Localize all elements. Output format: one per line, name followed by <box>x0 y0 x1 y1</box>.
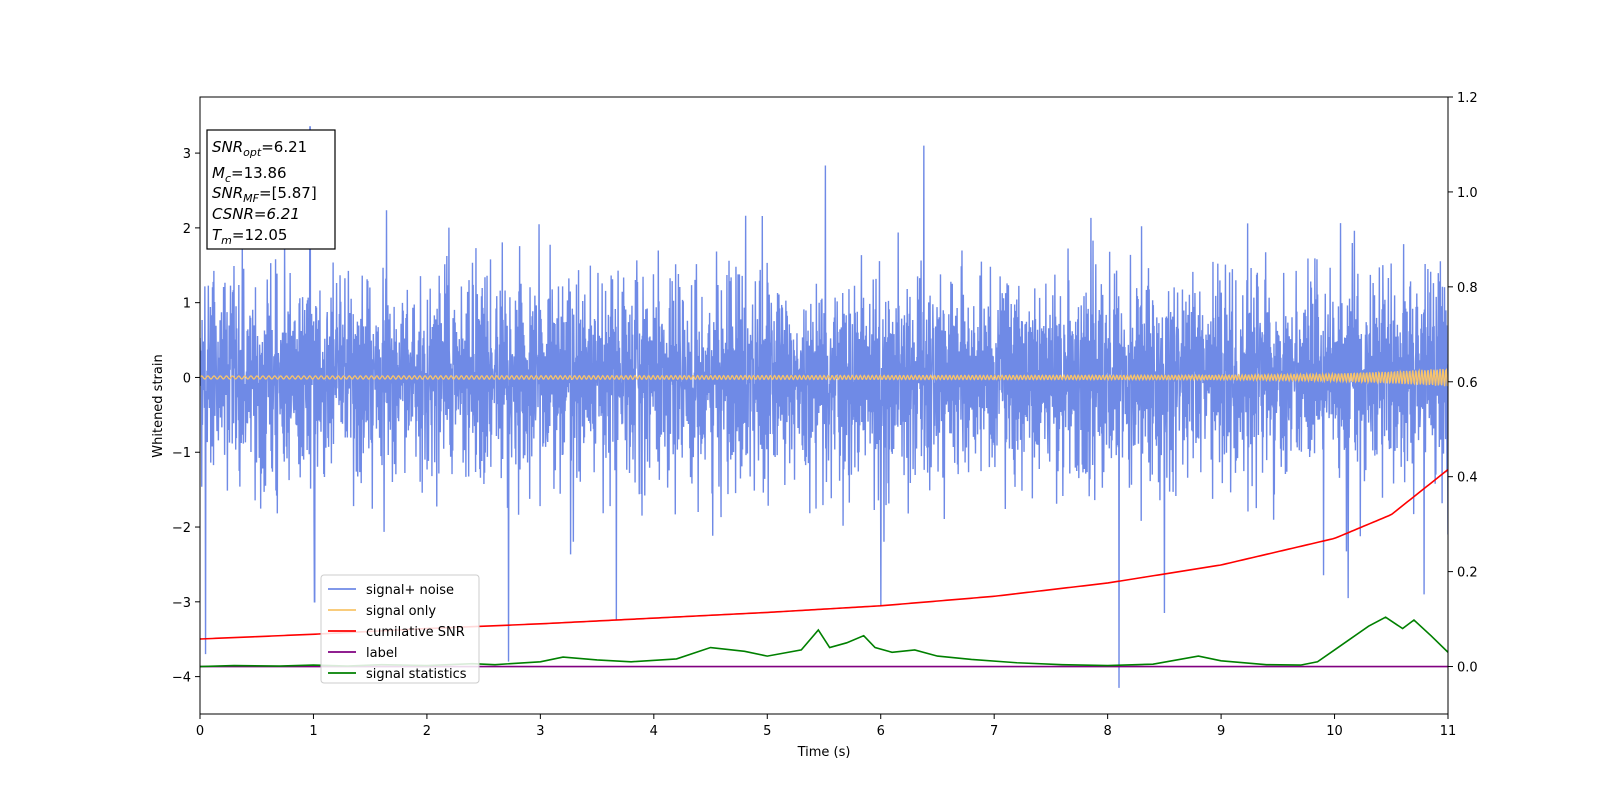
snr-opt-value: =6.21 <box>261 138 307 156</box>
series-signal-plus-noise <box>200 126 1448 688</box>
svg-text:SNRopt=6.21: SNRopt=6.21 <box>212 138 307 159</box>
legend: signal+ noise signal only cumilative SNR la… <box>320 574 480 684</box>
signal-only-line <box>200 368 1448 387</box>
x-tick-label: 0 <box>196 724 204 739</box>
y-axis-ticks: −4 −3 −2 −1 0 1 2 3 <box>172 147 200 686</box>
x-tick-label: 6 <box>877 724 885 739</box>
plot-frame <box>199 96 1449 715</box>
x-axis-ticks: 0 1 2 3 4 5 6 7 8 9 10 11 <box>196 714 1456 739</box>
y-tick-label: 1 <box>183 297 191 312</box>
x-tick-label: 5 <box>763 724 771 739</box>
x-tick-label: 3 <box>536 724 544 739</box>
x-tick-label: 2 <box>423 724 431 739</box>
y-tick-label: −1 <box>172 446 191 461</box>
stats-annotation-box: SNRopt=6.21 Mc=13.86 SNRMF=[5.87] CSNR=6… <box>206 129 336 250</box>
y-tick-label: −3 <box>172 596 191 611</box>
csnr-value: CSNR=6.21 <box>212 205 300 223</box>
legend-label: cumilative SNR <box>366 625 465 640</box>
y2-tick-label: 0.2 <box>1457 566 1478 581</box>
x-tick-label: 11 <box>1440 724 1457 739</box>
snr-mf-value: =[5.87] <box>259 184 317 202</box>
svg-text:Mc=13.86: Mc=13.86 <box>212 164 287 185</box>
svg-text:SNRMF=[5.87]: SNRMF=[5.87] <box>212 184 317 205</box>
y2-tick-label: 0.4 <box>1457 471 1478 486</box>
y-tick-label: −2 <box>172 521 191 536</box>
right-y-axis-ticks: 0.0 0.2 0.4 0.6 0.8 1.0 1.2 <box>1448 91 1478 676</box>
y2-tick-label: 1.2 <box>1457 91 1478 106</box>
x-tick-label: 4 <box>650 724 658 739</box>
x-tick-label: 1 <box>309 724 317 739</box>
y2-tick-label: 0.0 <box>1457 661 1478 676</box>
y-tick-label: −4 <box>172 671 191 686</box>
x-tick-label: 10 <box>1326 724 1343 739</box>
y-axis-label: Whitened strain <box>151 354 166 457</box>
x-tick-label: 8 <box>1103 724 1111 739</box>
legend-label: signal+ noise <box>366 583 454 598</box>
y-tick-label: 0 <box>183 371 191 386</box>
series-signal-only <box>200 368 1448 387</box>
tm-value: =12.05 <box>232 226 288 244</box>
y2-tick-label: 1.0 <box>1457 186 1478 201</box>
x-axis-label: Time (s) <box>797 745 851 760</box>
y2-tick-label: 0.6 <box>1457 376 1478 391</box>
x-tick-label: 7 <box>990 724 998 739</box>
signal-plus-noise-line <box>200 126 1448 688</box>
y-tick-label: 2 <box>183 222 191 237</box>
legend-label: label <box>366 646 397 661</box>
mc-value: =13.86 <box>231 164 287 182</box>
svg-text:Tm=12.05: Tm=12.05 <box>212 226 287 247</box>
y2-tick-label: 0.8 <box>1457 281 1478 296</box>
y-tick-label: 3 <box>183 147 191 162</box>
x-tick-label: 9 <box>1217 724 1225 739</box>
legend-label: signal statistics <box>366 667 467 682</box>
legend-label: signal only <box>366 604 436 619</box>
